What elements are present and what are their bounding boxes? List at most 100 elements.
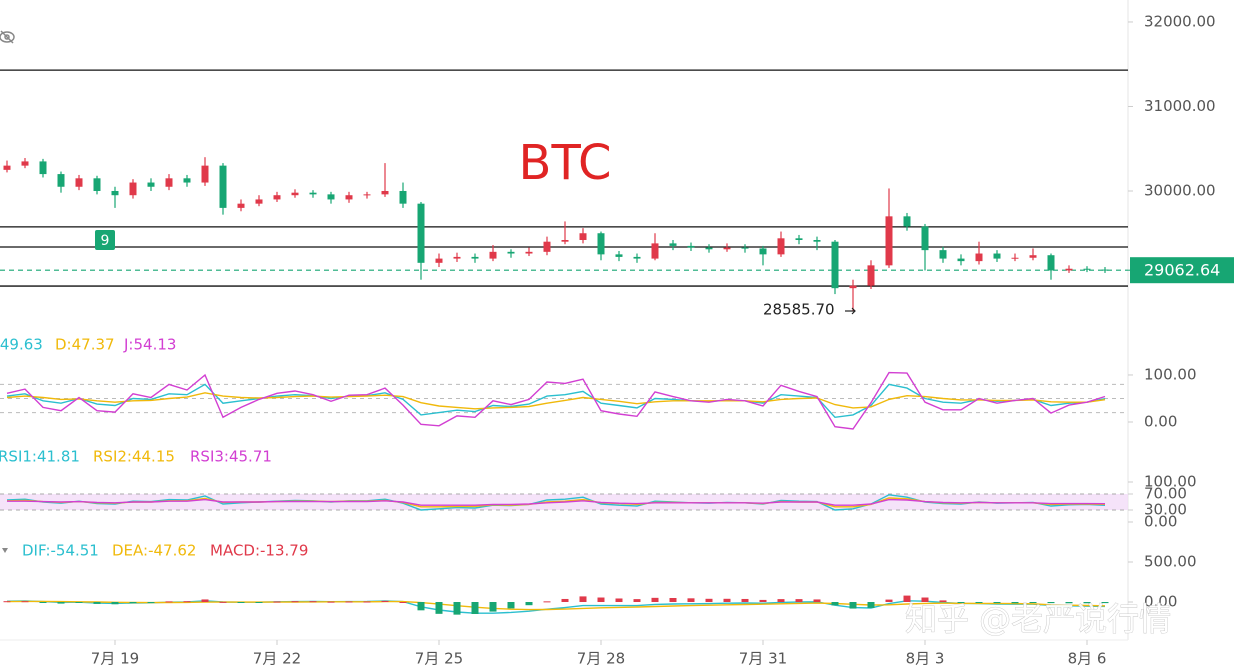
candle-body	[579, 233, 587, 240]
candle-body	[561, 240, 569, 242]
legend-label: DIF:-54.51	[22, 542, 99, 560]
macd-bar	[957, 602, 965, 603]
macd-bar	[633, 599, 641, 602]
price-label: 29062.64	[1144, 261, 1220, 280]
low-annotation: 28585.70	[763, 301, 835, 319]
macd-bar	[543, 601, 551, 603]
candle-body	[237, 203, 245, 208]
macd-bar	[1029, 602, 1037, 603]
candle-body	[363, 194, 371, 196]
y-tick-label: 100.00	[1144, 365, 1197, 383]
macd-bar	[561, 598, 569, 602]
candle-body	[147, 182, 155, 187]
candle-body	[417, 203, 425, 263]
macd-bar	[219, 601, 227, 603]
macd-bar	[759, 599, 767, 602]
candle-body	[3, 165, 11, 170]
legend-label: D:47.37	[55, 336, 115, 354]
legend-label: J:54.13	[123, 336, 176, 354]
candle-body	[435, 258, 443, 263]
macd-bar	[939, 600, 947, 602]
candle-body	[201, 165, 209, 183]
candle-body	[759, 248, 767, 255]
macd-bar	[489, 602, 497, 612]
candle-body	[1047, 255, 1055, 271]
candle-body	[1029, 255, 1037, 258]
x-tick-label: 7月 19	[91, 650, 139, 668]
macd-bar	[867, 602, 875, 608]
panel	[0, 371, 1128, 430]
panel	[0, 69, 1128, 311]
candle-body	[885, 216, 893, 266]
y-tick-label: 100.00	[1144, 473, 1197, 491]
macd-bar	[525, 602, 533, 606]
candle-body	[291, 192, 299, 196]
macd-bar	[1101, 602, 1109, 604]
macd-bar	[255, 602, 263, 603]
y-tick-label: 30.00	[1144, 501, 1187, 519]
candle-body	[489, 251, 497, 259]
candle-body	[183, 178, 191, 183]
y-tick-label: 0.00	[1144, 593, 1177, 611]
candle-body	[921, 226, 929, 251]
macd-bar	[975, 602, 983, 603]
legend-label: RSI3:45.71	[190, 448, 272, 466]
macd-bar	[75, 602, 83, 603]
macd-bar	[615, 598, 623, 602]
macd-bar	[21, 601, 29, 603]
candle-body	[723, 247, 731, 250]
indicator-line	[7, 498, 1106, 506]
candle-body	[129, 182, 137, 196]
eye-icon	[0, 30, 15, 44]
x-tick-label: 8月 6	[1068, 650, 1107, 668]
candle-body	[615, 254, 623, 257]
candle-body	[327, 194, 335, 200]
macd-bar	[795, 599, 803, 602]
macd-bar	[93, 602, 101, 604]
candle-body	[1083, 268, 1091, 270]
y-tick-label: 31000.00	[1144, 97, 1216, 115]
macd-bar	[111, 602, 119, 605]
macd-bar	[993, 602, 1001, 604]
x-tick-label: 8月 3	[906, 650, 945, 668]
x-tick-label: 7月 25	[415, 650, 463, 668]
candle-body	[867, 265, 875, 286]
macd-bar	[651, 597, 659, 602]
candle-body	[471, 256, 479, 259]
macd-bar	[345, 601, 353, 603]
candle-body	[939, 250, 947, 259]
y-tick-label: 0.00	[1144, 513, 1177, 531]
candle-body	[813, 240, 821, 242]
macd-bar	[57, 602, 65, 604]
macd-bar	[723, 598, 731, 602]
candle-body	[21, 161, 29, 166]
candle-body	[777, 238, 785, 255]
macd-bar	[705, 598, 713, 602]
candle-body	[57, 174, 65, 187]
candle-body	[903, 216, 911, 227]
x-tick-label: 7月 22	[253, 650, 301, 668]
candle-body	[453, 256, 461, 259]
candle-body	[111, 190, 119, 196]
candle-body	[1011, 257, 1019, 259]
legend-label: K:49.63	[0, 336, 43, 354]
candle-body	[651, 243, 659, 259]
macd-bar	[381, 600, 389, 602]
macd-bar	[291, 601, 299, 603]
candle-body	[219, 165, 227, 208]
annotation-arrow	[845, 307, 856, 315]
panel	[3, 595, 1109, 615]
macd-bar	[327, 601, 335, 603]
macd-bar	[1065, 602, 1073, 604]
candle-body	[741, 247, 749, 249]
x-tick-label: 7月 28	[577, 650, 625, 668]
macd-bar	[201, 599, 209, 602]
legend-label: DEA:-47.62	[112, 542, 196, 560]
macd-bar	[777, 599, 785, 602]
candle-body	[507, 251, 515, 254]
macd-bar	[183, 601, 191, 603]
y-tick-label: 0.00	[1144, 412, 1177, 430]
candle-body	[669, 243, 677, 246]
y-tick-label: 30000.00	[1144, 181, 1216, 199]
